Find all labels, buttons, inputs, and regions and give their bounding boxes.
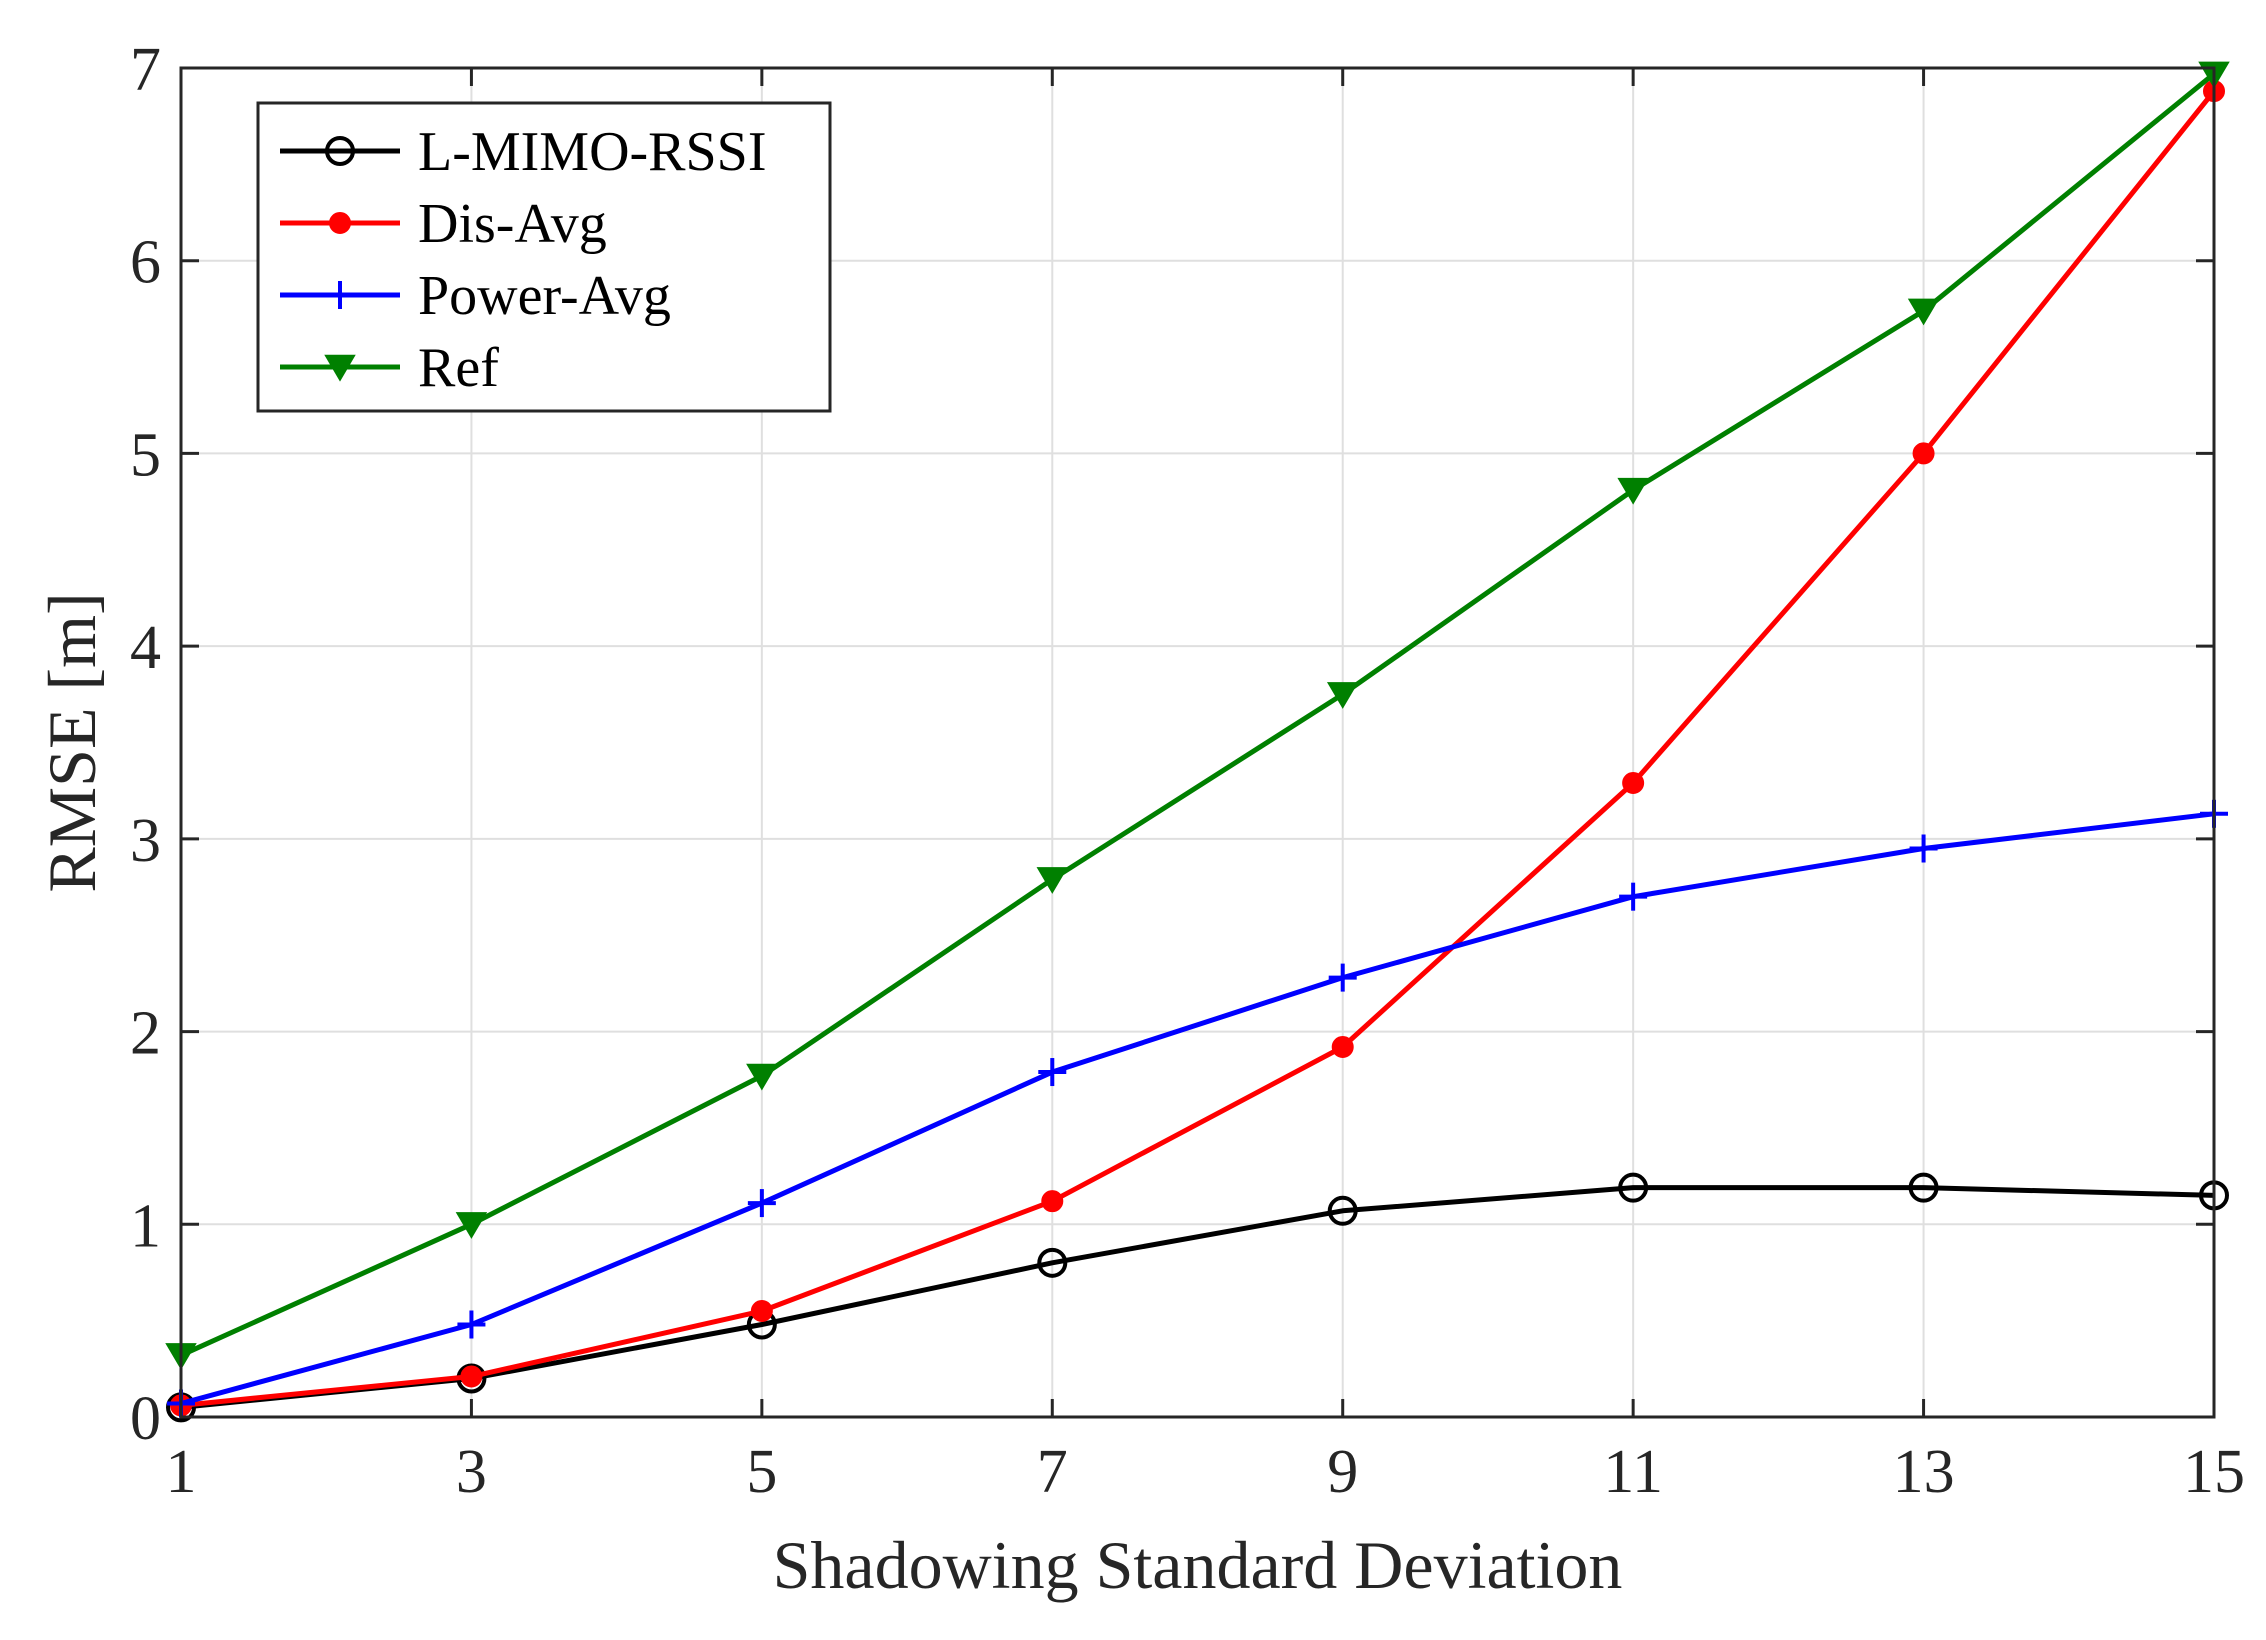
data-point-l-mimo-rssi <box>1327 1195 1358 1226</box>
data-point-power-avg <box>457 1310 486 1339</box>
x-tick-label: 1 <box>166 1438 197 1506</box>
y-tick-label: 3 <box>130 807 161 875</box>
data-point-dis-avg <box>1041 1190 1064 1213</box>
data-point-ref <box>746 1063 778 1091</box>
x-tick-label: 9 <box>1327 1438 1358 1506</box>
x-tick-label: 11 <box>1603 1438 1663 1506</box>
y-tick-label: 1 <box>130 1192 161 1260</box>
data-point-power-avg <box>747 1189 776 1218</box>
axis-ticks <box>179 66 2216 1419</box>
y-tick-label: 2 <box>130 1000 161 1068</box>
data-point-power-avg <box>1328 963 1357 992</box>
data-point-power-avg <box>1619 882 1648 911</box>
x-tick-label: 15 <box>2183 1438 2245 1506</box>
legend-marker-dis-avg <box>329 212 351 234</box>
x-tick-label: 13 <box>1893 1438 1955 1506</box>
data-point-dis-avg <box>1912 442 1935 465</box>
legend-label-ref: Ref <box>418 337 499 399</box>
data-point-dis-avg <box>1331 1035 1354 1058</box>
legend-marker-power-avg <box>326 281 354 309</box>
data-point-dis-avg <box>460 1365 483 1388</box>
legend-label-dis-avg: Dis-Avg <box>418 193 607 255</box>
data-point-ref <box>1326 682 1359 709</box>
data-point-l-mimo-rssi <box>1618 1172 1649 1203</box>
data-series <box>165 61 2230 1423</box>
legend-item-ref: Ref <box>280 337 499 399</box>
x-tick-label: 3 <box>456 1438 487 1506</box>
data-point-l-mimo-rssi <box>1908 1172 1939 1203</box>
y-tick-label: 6 <box>130 229 161 297</box>
legend-item-dis-avg: Dis-Avg <box>280 193 607 255</box>
legend-item-power-avg: Power-Avg <box>280 265 671 327</box>
y-tick-label: 7 <box>130 36 161 104</box>
series-line-dis-avg <box>180 89 2216 1408</box>
legend-label-l-mimo-rssi: L-MIMO-RSSI <box>418 121 766 183</box>
y-tick-label: 0 <box>130 1385 161 1453</box>
data-point-ref <box>1907 298 1940 326</box>
x-axis-title: Shadowing Standard Deviation <box>773 1527 1623 1603</box>
data-point-dis-avg <box>750 1300 773 1323</box>
data-point-ref <box>1036 867 1069 894</box>
axes-box <box>179 66 2216 1419</box>
data-point-dis-avg <box>1622 771 1645 794</box>
series-line-power-avg <box>180 811 2215 1406</box>
legend: L-MIMO-RSSI Dis-Avg Power-Avg Ref <box>256 101 832 413</box>
data-point-ref <box>1617 477 1649 505</box>
data-point-power-avg <box>1909 834 1938 863</box>
x-tick-label: 7 <box>1037 1438 1068 1506</box>
series-dis-avg <box>170 80 2225 1417</box>
y-tick-label: 4 <box>130 614 161 682</box>
series-line-ref <box>179 71 2216 1358</box>
legend-label-power-avg: Power-Avg <box>418 265 671 327</box>
y-axis-title: RMSE [m] <box>34 592 110 892</box>
data-point-power-avg <box>1038 1058 1067 1087</box>
y-tick-label: 5 <box>130 421 161 489</box>
data-point-l-mimo-rssi <box>1037 1247 1068 1278</box>
x-tick-label: 5 <box>746 1438 777 1506</box>
legend-item-l-mimo-rssi: L-MIMO-RSSI <box>280 121 766 183</box>
series-line-l-mimo-rssi <box>180 1185 2215 1410</box>
legend-marker-ref <box>324 354 356 382</box>
legend-marker-l-mimo-rssi <box>325 136 355 166</box>
data-point-ref <box>455 1212 488 1239</box>
